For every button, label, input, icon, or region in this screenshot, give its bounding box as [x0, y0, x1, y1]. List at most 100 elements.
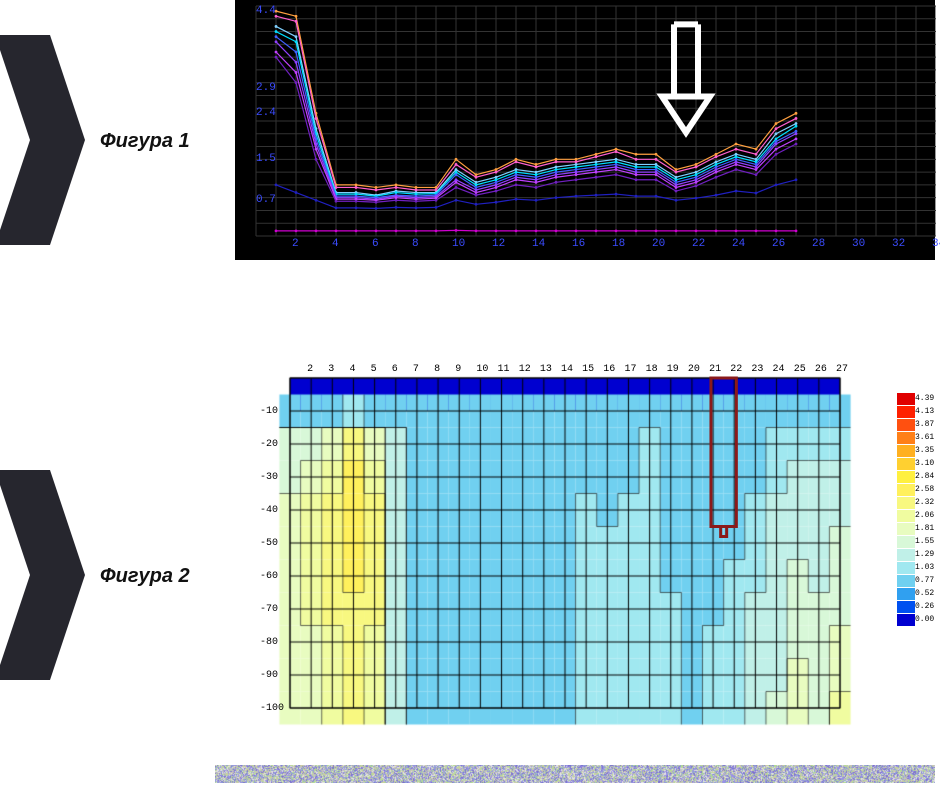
legend-value: 3.61 — [915, 433, 934, 442]
linechart-ytick: 2.4 — [256, 107, 276, 119]
contour-xtick: 18 — [646, 364, 658, 375]
legend-value: 2.58 — [915, 485, 934, 494]
contour-xtick: 7 — [413, 364, 419, 375]
legend-row: 3.61 — [897, 429, 935, 442]
contour-xtick: 12 — [519, 364, 531, 375]
contour-ytick: -50 — [260, 538, 278, 549]
contour-xtick: 22 — [730, 364, 742, 375]
chevron-icon — [0, 35, 85, 245]
legend-value: 0.52 — [915, 589, 934, 598]
legend-row: 0.77 — [897, 572, 935, 585]
contour-ytick: -70 — [260, 604, 278, 615]
linechart-ytick: 1.5 — [256, 153, 276, 165]
linechart-xtick: 18 — [612, 238, 625, 250]
linechart-xtick: 4 — [332, 238, 339, 250]
legend-value: 1.29 — [915, 550, 934, 559]
figure-1-label: Фигура 1 — [100, 130, 190, 153]
linechart-xtick: 32 — [892, 238, 905, 250]
legend-row: 3.10 — [897, 455, 935, 468]
contour-xtick: 19 — [667, 364, 679, 375]
contour-xtick: 4 — [349, 364, 355, 375]
linechart-ytick: 0.7 — [256, 194, 276, 206]
legend-value: 4.39 — [915, 394, 934, 403]
contour-xtick: 13 — [540, 364, 552, 375]
contour-xtick: 16 — [603, 364, 615, 375]
contour-xtick: 5 — [371, 364, 377, 375]
figure-1-linechart: 0.71.52.42.94.4 246810121416182022242628… — [235, 0, 935, 260]
legend-row: 2.06 — [897, 507, 935, 520]
contour-xtick: 2 — [307, 364, 313, 375]
legend-value: 1.03 — [915, 563, 934, 572]
contour-xtick: 20 — [688, 364, 700, 375]
legend-value: 1.81 — [915, 524, 934, 533]
contour-xtick: 25 — [794, 364, 806, 375]
linechart-xtick: 24 — [732, 238, 745, 250]
legend-row: 0.52 — [897, 585, 935, 598]
linechart-xtick: 26 — [772, 238, 785, 250]
legend-value: 3.10 — [915, 459, 934, 468]
contour-xtick: 9 — [455, 364, 461, 375]
contour-xtick: 27 — [836, 364, 848, 375]
legend-row: 2.84 — [897, 468, 935, 481]
chevron-icon — [0, 470, 85, 680]
contour-xtick: 11 — [498, 364, 510, 375]
legend-value: 3.35 — [915, 446, 934, 455]
page-root: Фигура 1 Фигура 2 0.71.52.42.94.4 246810… — [0, 0, 940, 788]
legend-value: 3.87 — [915, 420, 934, 429]
linechart-xtick: 28 — [812, 238, 825, 250]
contour-xtick: 17 — [624, 364, 636, 375]
linechart-svg — [236, 1, 936, 261]
linechart-xtick: 10 — [452, 238, 465, 250]
contour-ytick: -20 — [260, 439, 278, 450]
legend-value: 0.00 — [915, 615, 934, 624]
contour-ytick: -80 — [260, 637, 278, 648]
contour-xtick: 10 — [476, 364, 488, 375]
contour-xtick: 15 — [582, 364, 594, 375]
figure-2-contour: 2345678910111213141516171819202122232425… — [235, 360, 935, 740]
noise-strip — [215, 765, 935, 783]
legend-row: 3.35 — [897, 442, 935, 455]
linechart-xtick: 14 — [532, 238, 545, 250]
legend-value: 4.13 — [915, 407, 934, 416]
linechart-xtick: 6 — [372, 238, 379, 250]
legend-value: 2.06 — [915, 511, 934, 520]
linechart-xtick: 20 — [652, 238, 665, 250]
legend-row: 3.87 — [897, 416, 935, 429]
legend-row: 4.13 — [897, 403, 935, 416]
contour-legend: 4.39 4.13 3.87 3.61 3.35 3.10 2.84 2.58 2.32 2.06… — [897, 390, 935, 624]
linechart-xtick: 12 — [492, 238, 505, 250]
legend-row: 0.26 — [897, 598, 935, 611]
contour-overlay-svg — [235, 360, 935, 740]
legend-row: 0.00 — [897, 611, 935, 624]
contour-xtick: 26 — [815, 364, 827, 375]
legend-row: 2.58 — [897, 481, 935, 494]
contour-ytick: -60 — [260, 571, 278, 582]
contour-ytick: -10 — [260, 406, 278, 417]
legend-row: 2.32 — [897, 494, 935, 507]
linechart-xtick: 30 — [852, 238, 865, 250]
contour-xtick: 3 — [328, 364, 334, 375]
legend-row: 1.03 — [897, 559, 935, 572]
legend-value: 0.77 — [915, 576, 934, 585]
legend-row: 1.81 — [897, 520, 935, 533]
contour-ytick: -90 — [260, 670, 278, 681]
legend-value: 2.84 — [915, 472, 934, 481]
legend-value: 0.26 — [915, 602, 934, 611]
contour-ytick: -100 — [260, 703, 284, 714]
legend-value: 2.32 — [915, 498, 934, 507]
legend-row: 1.29 — [897, 546, 935, 559]
legend-row: 1.55 — [897, 533, 935, 546]
linechart-xtick: 2 — [292, 238, 299, 250]
linechart-xtick: 8 — [412, 238, 419, 250]
contour-ytick: -40 — [260, 505, 278, 516]
contour-xtick: 24 — [773, 364, 785, 375]
legend-value: 1.55 — [915, 537, 934, 546]
contour-xtick: 21 — [709, 364, 721, 375]
figure-2-label: Фигура 2 — [100, 565, 190, 588]
contour-ytick: -30 — [260, 472, 278, 483]
contour-xtick: 8 — [434, 364, 440, 375]
contour-xtick: 14 — [561, 364, 573, 375]
linechart-xtick: 22 — [692, 238, 705, 250]
linechart-xtick: 16 — [572, 238, 585, 250]
linechart-ytick: 4.4 — [256, 5, 276, 17]
